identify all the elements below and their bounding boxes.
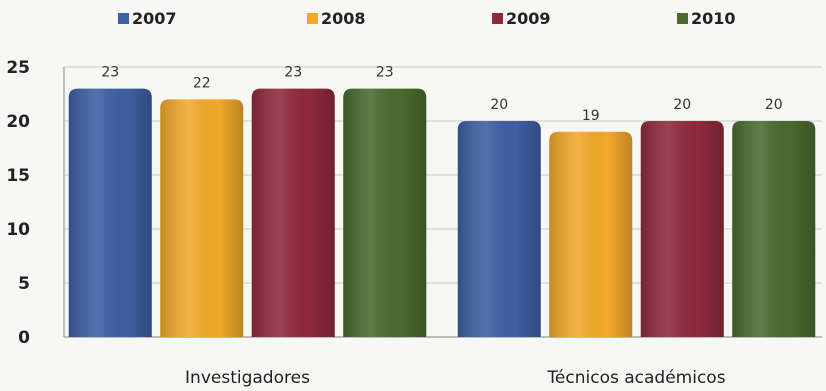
legend-label-2010: 2010 [691,9,736,28]
y-tick-label-25: 25 [6,58,30,78]
bar-shade-tecnicos-academicos-2007 [457,121,541,337]
y-tick-label-20: 20 [6,112,30,132]
y-tick-label-0: 0 [18,328,30,348]
legend-swatch-2010 [677,13,688,24]
bar-shade-investigadores-2009 [251,88,335,337]
legend: 2007 2008 2009 2010 [118,9,736,28]
data-labels: 23 22 23 23 20 19 20 20 [101,65,782,124]
legend-label-2009: 2009 [506,9,551,28]
data-label-investigadores-2009: 23 [284,65,302,81]
bar-shade-tecnicos-academicos-2010 [732,121,816,337]
axes: 0 5 10 15 20 25 Investigadores Técnicos académi… [6,58,725,388]
legend-label-2008: 2008 [321,9,366,28]
x-category-label-tecnicos-academicos: Técnicos académicos [546,368,725,387]
legend-swatch-2007 [118,13,129,24]
y-tick-label-10: 10 [6,220,30,240]
legend-swatch-2009 [492,13,503,24]
bar-shade-tecnicos-academicos-2009 [640,121,724,337]
bars [68,88,816,338]
bar-shade-investigadores-2007 [68,88,152,337]
bar-shade-tecnicos-academicos-2008 [549,131,633,337]
data-label-investigadores-2007: 23 [101,65,119,81]
data-label-tecnicos-academicos-2008: 19 [582,108,600,124]
bar-shade-investigadores-2010 [343,88,427,337]
legend-label-2007: 2007 [132,9,177,28]
data-label-investigadores-2008: 22 [193,75,211,91]
data-label-tecnicos-academicos-2010: 20 [765,97,783,113]
legend-swatch-2008 [307,13,318,24]
x-category-label-investigadores: Investigadores [185,368,310,387]
data-label-investigadores-2010: 23 [376,65,394,81]
y-tick-label-15: 15 [6,166,30,186]
bar-shade-investigadores-2008 [160,99,244,338]
y-tick-label-5: 5 [18,274,30,294]
data-label-tecnicos-academicos-2009: 20 [673,97,691,113]
data-label-tecnicos-academicos-2007: 20 [490,97,508,113]
